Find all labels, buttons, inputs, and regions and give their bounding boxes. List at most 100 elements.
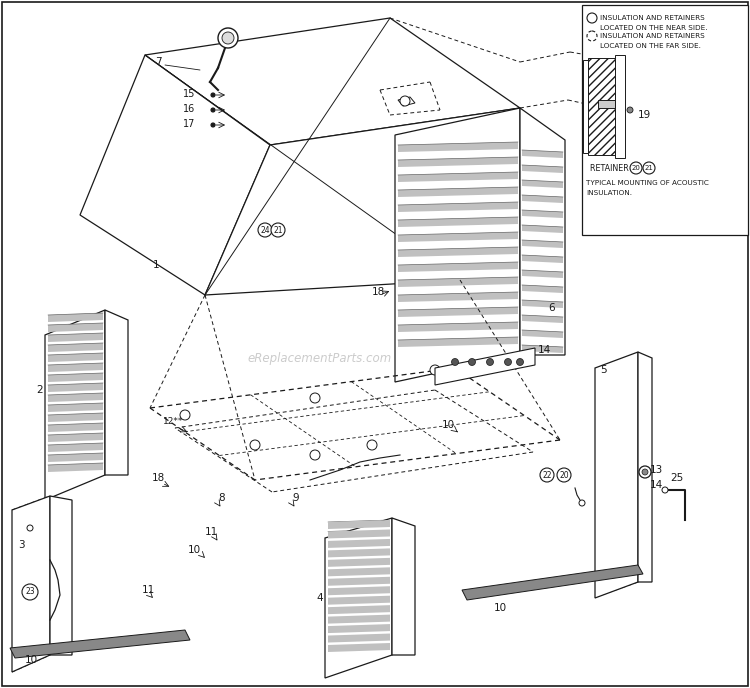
Circle shape [452,358,458,365]
Polygon shape [48,463,103,472]
Text: 6: 6 [548,303,554,313]
Polygon shape [48,373,103,382]
Text: INSULATION.: INSULATION. [586,190,632,196]
Circle shape [211,93,215,97]
Polygon shape [522,225,563,233]
Polygon shape [398,97,415,106]
Polygon shape [48,433,103,442]
Circle shape [271,223,285,237]
Polygon shape [398,262,518,272]
Text: 21: 21 [644,165,653,171]
Polygon shape [522,180,563,188]
Circle shape [662,487,668,493]
Polygon shape [145,18,520,145]
Circle shape [630,162,642,174]
Circle shape [643,162,655,174]
Text: 20: 20 [560,471,568,480]
Polygon shape [45,310,105,500]
Polygon shape [522,150,563,158]
Text: 8: 8 [218,493,225,503]
Polygon shape [328,586,390,595]
Text: 3: 3 [18,540,25,550]
Circle shape [517,358,524,365]
Circle shape [250,440,260,450]
Polygon shape [48,323,103,332]
Polygon shape [615,55,625,158]
Circle shape [258,223,272,237]
Polygon shape [398,232,518,242]
Circle shape [211,108,215,112]
Polygon shape [48,453,103,462]
Polygon shape [522,210,563,218]
Bar [582,5,748,235]
Circle shape [211,123,215,127]
Text: 10: 10 [188,545,201,555]
Text: 12**: 12** [163,418,184,427]
Circle shape [587,13,597,23]
Polygon shape [435,348,535,385]
Text: 13: 13 [650,465,663,475]
Polygon shape [325,518,392,678]
Polygon shape [328,558,390,567]
Text: 21: 21 [273,226,283,235]
Polygon shape [328,634,390,643]
Polygon shape [10,630,190,658]
Circle shape [180,410,190,420]
Text: eReplacementParts.com: eReplacementParts.com [248,352,392,365]
Text: 7: 7 [155,57,162,67]
Text: 23: 23 [26,588,34,596]
Polygon shape [398,277,518,287]
Polygon shape [328,577,390,585]
Polygon shape [522,195,563,203]
Polygon shape [522,315,563,323]
Polygon shape [48,383,103,392]
Polygon shape [12,496,50,672]
Text: 17: 17 [183,119,195,129]
Text: LOCATED ON THE NEAR SIDE.: LOCATED ON THE NEAR SIDE. [600,25,707,31]
Text: 1: 1 [153,260,160,270]
Polygon shape [328,596,390,605]
Circle shape [579,500,585,506]
Polygon shape [522,165,563,173]
Polygon shape [48,353,103,362]
Polygon shape [398,142,518,152]
Text: 20: 20 [632,165,640,171]
Polygon shape [328,539,390,548]
Polygon shape [48,333,103,342]
Polygon shape [462,565,643,600]
Polygon shape [595,352,638,598]
Circle shape [218,28,238,48]
Polygon shape [48,343,103,352]
Circle shape [627,107,633,113]
Polygon shape [328,624,390,633]
Polygon shape [522,300,563,308]
Circle shape [639,466,651,478]
Polygon shape [205,108,520,295]
Polygon shape [48,393,103,402]
Polygon shape [48,413,103,422]
Text: 14: 14 [538,345,551,355]
Polygon shape [328,548,390,557]
Text: 22: 22 [542,471,552,480]
Text: LOCATED ON THE FAR SIDE.: LOCATED ON THE FAR SIDE. [600,43,700,49]
Circle shape [540,468,554,482]
Text: INSULATION AND RETAINERS: INSULATION AND RETAINERS [600,33,705,39]
Text: 4: 4 [316,593,322,603]
Polygon shape [398,202,518,212]
Polygon shape [398,337,518,347]
Circle shape [310,393,320,403]
Polygon shape [392,518,415,655]
Text: 24: 24 [260,226,270,235]
Polygon shape [598,100,615,108]
Text: 10: 10 [494,603,507,613]
Polygon shape [398,322,518,332]
Polygon shape [105,310,128,475]
Polygon shape [328,605,390,614]
Polygon shape [50,496,72,655]
Text: 10: 10 [25,655,38,665]
Polygon shape [522,285,563,293]
Text: 18: 18 [372,287,386,297]
Polygon shape [398,307,518,317]
Polygon shape [522,270,563,278]
Polygon shape [522,255,563,263]
